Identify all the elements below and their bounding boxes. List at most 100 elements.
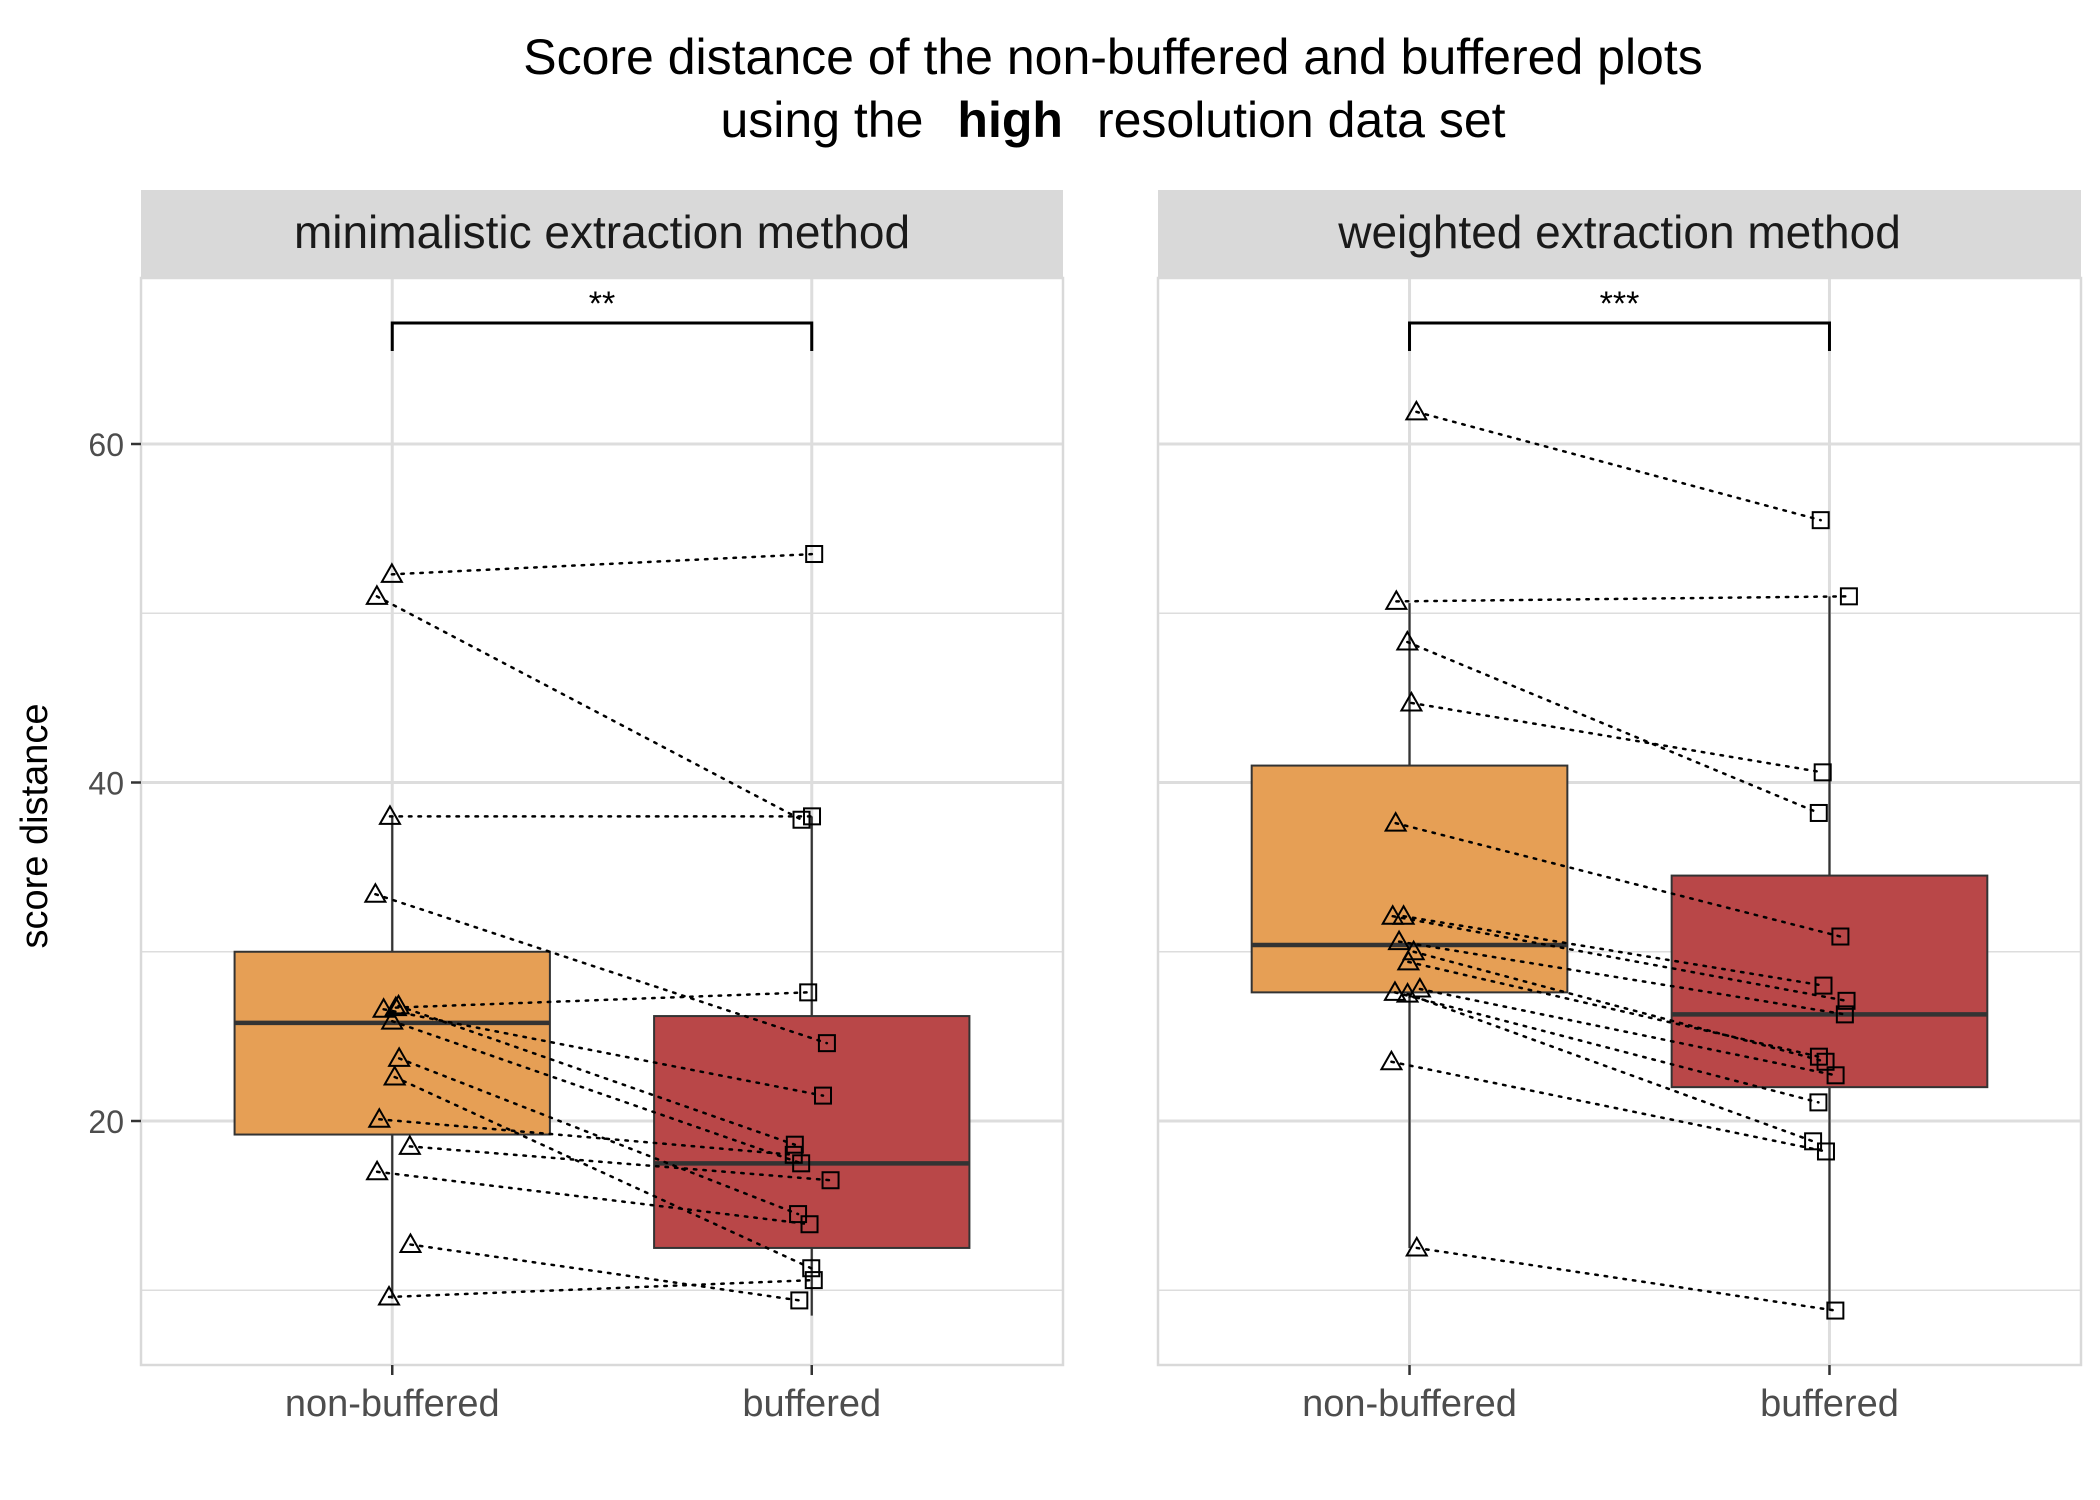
panel-2: weighted extraction method *** non-buffere… — [1156, 190, 2083, 1425]
pair-connector — [1402, 914, 1825, 987]
point-buffered — [1831, 927, 1850, 946]
pair-connector — [1418, 987, 1837, 1077]
pair-connector — [1407, 960, 1821, 1058]
point-buffered — [1837, 991, 1856, 1010]
pair-connector — [394, 991, 810, 1009]
point-non-buffered — [386, 993, 411, 1015]
point-non-buffered — [398, 1134, 422, 1155]
pair-connector — [390, 552, 816, 576]
pair-connector — [1394, 821, 1842, 938]
significance-label: *** — [1600, 285, 1640, 323]
point-buffered — [800, 1215, 819, 1234]
chart-title-line2-suffix: resolution data set — [1097, 92, 1506, 148]
pair-connector — [1397, 940, 1847, 1016]
box-buffered — [653, 1015, 971, 1249]
pair-connector — [378, 1118, 796, 1157]
point-buffered — [1826, 1066, 1845, 1085]
pair-connector — [382, 1008, 825, 1097]
y-tick-label: 60 — [88, 427, 124, 463]
x-tick-label: buffered — [1760, 1383, 1899, 1425]
point-non-buffered — [367, 1107, 392, 1128]
point-non-buffered — [371, 997, 396, 1018]
point-buffered — [802, 1259, 821, 1278]
panel-1: minimalistic extraction method ** non-buff… — [88, 190, 1065, 1425]
pair-connector — [1393, 991, 1820, 1104]
pair-connector — [393, 1075, 813, 1270]
chart-title-line2-bold: high — [957, 92, 1063, 148]
point-non-buffered — [1387, 929, 1411, 951]
point-buffered — [789, 1205, 808, 1224]
paired-points — [363, 545, 840, 1310]
pair-connector — [375, 1170, 811, 1226]
box-non-buffered — [233, 950, 551, 1136]
point-buffered — [804, 1271, 823, 1290]
point-buffered — [792, 810, 811, 829]
pair-connector — [1415, 410, 1822, 522]
point-non-buffered — [377, 1285, 401, 1306]
point-non-buffered — [1408, 976, 1432, 998]
point-non-buffered — [1405, 1235, 1429, 1257]
pair-connector — [1410, 701, 1824, 774]
facet-strip — [141, 190, 1063, 278]
point-non-buffered — [382, 1064, 407, 1086]
chart-title-line2-prefix: using the — [720, 92, 923, 148]
facet-strip-title: minimalistic extraction method — [294, 206, 910, 258]
box-buffered — [1670, 874, 1989, 1089]
point-buffered — [1816, 1052, 1835, 1071]
point-buffered — [1813, 763, 1832, 782]
point-buffered — [1816, 1142, 1835, 1161]
pair-connector — [375, 595, 803, 821]
y-tick-label: 40 — [88, 766, 124, 802]
point-non-buffered — [1396, 949, 1421, 971]
pair-connector — [408, 1145, 832, 1182]
point-non-buffered — [380, 1009, 404, 1030]
y-axis-label: score distance — [14, 703, 56, 948]
point-buffered — [805, 545, 824, 564]
paired-points — [1379, 399, 1858, 1320]
point-buffered — [1814, 976, 1833, 995]
point-non-buffered — [363, 882, 388, 903]
point-non-buffered — [1404, 399, 1429, 421]
pair-connector — [1390, 1060, 1828, 1153]
pair-connector — [374, 892, 829, 1045]
x-tick-label: buffered — [742, 1383, 881, 1425]
y-tick-label: 20 — [88, 1104, 124, 1140]
point-non-buffered — [1383, 980, 1407, 1001]
point-non-buffered — [1383, 811, 1408, 832]
point-non-buffered — [365, 584, 389, 605]
point-non-buffered — [1399, 690, 1424, 712]
point-buffered — [814, 1086, 833, 1105]
point-buffered — [821, 1171, 840, 1190]
point-buffered — [1809, 1093, 1828, 1112]
point-buffered — [784, 1145, 803, 1164]
point-buffered — [1839, 587, 1858, 606]
point-non-buffered — [1395, 982, 1420, 1003]
point-buffered — [799, 983, 818, 1002]
point-buffered — [803, 807, 822, 826]
point-non-buffered — [365, 1159, 389, 1181]
pair-connector — [387, 1278, 816, 1299]
point-buffered — [817, 1034, 836, 1053]
pair-connector — [1391, 914, 1848, 1003]
significance-bracket — [1408, 321, 1831, 351]
x-tick-label: non-buffered — [285, 1383, 500, 1425]
pair-connector — [409, 1243, 801, 1302]
point-buffered — [1809, 803, 1828, 822]
point-buffered — [1826, 1301, 1845, 1320]
pair-connector — [390, 1019, 803, 1165]
point-non-buffered — [1395, 630, 1420, 651]
point-non-buffered — [398, 1232, 423, 1254]
point-buffered — [1811, 511, 1830, 530]
significance-bracket — [390, 321, 814, 351]
significance-label: ** — [589, 285, 615, 323]
point-non-buffered — [1384, 589, 1409, 610]
point-non-buffered — [1379, 1049, 1404, 1071]
pair-connector — [1395, 595, 1851, 603]
point-buffered — [790, 1291, 809, 1310]
point-non-buffered — [1401, 939, 1426, 961]
point-buffered — [1835, 1005, 1854, 1024]
chart-title-line1: Score distance of the non-buffered and b… — [523, 29, 1703, 85]
pair-connector — [397, 1004, 797, 1146]
